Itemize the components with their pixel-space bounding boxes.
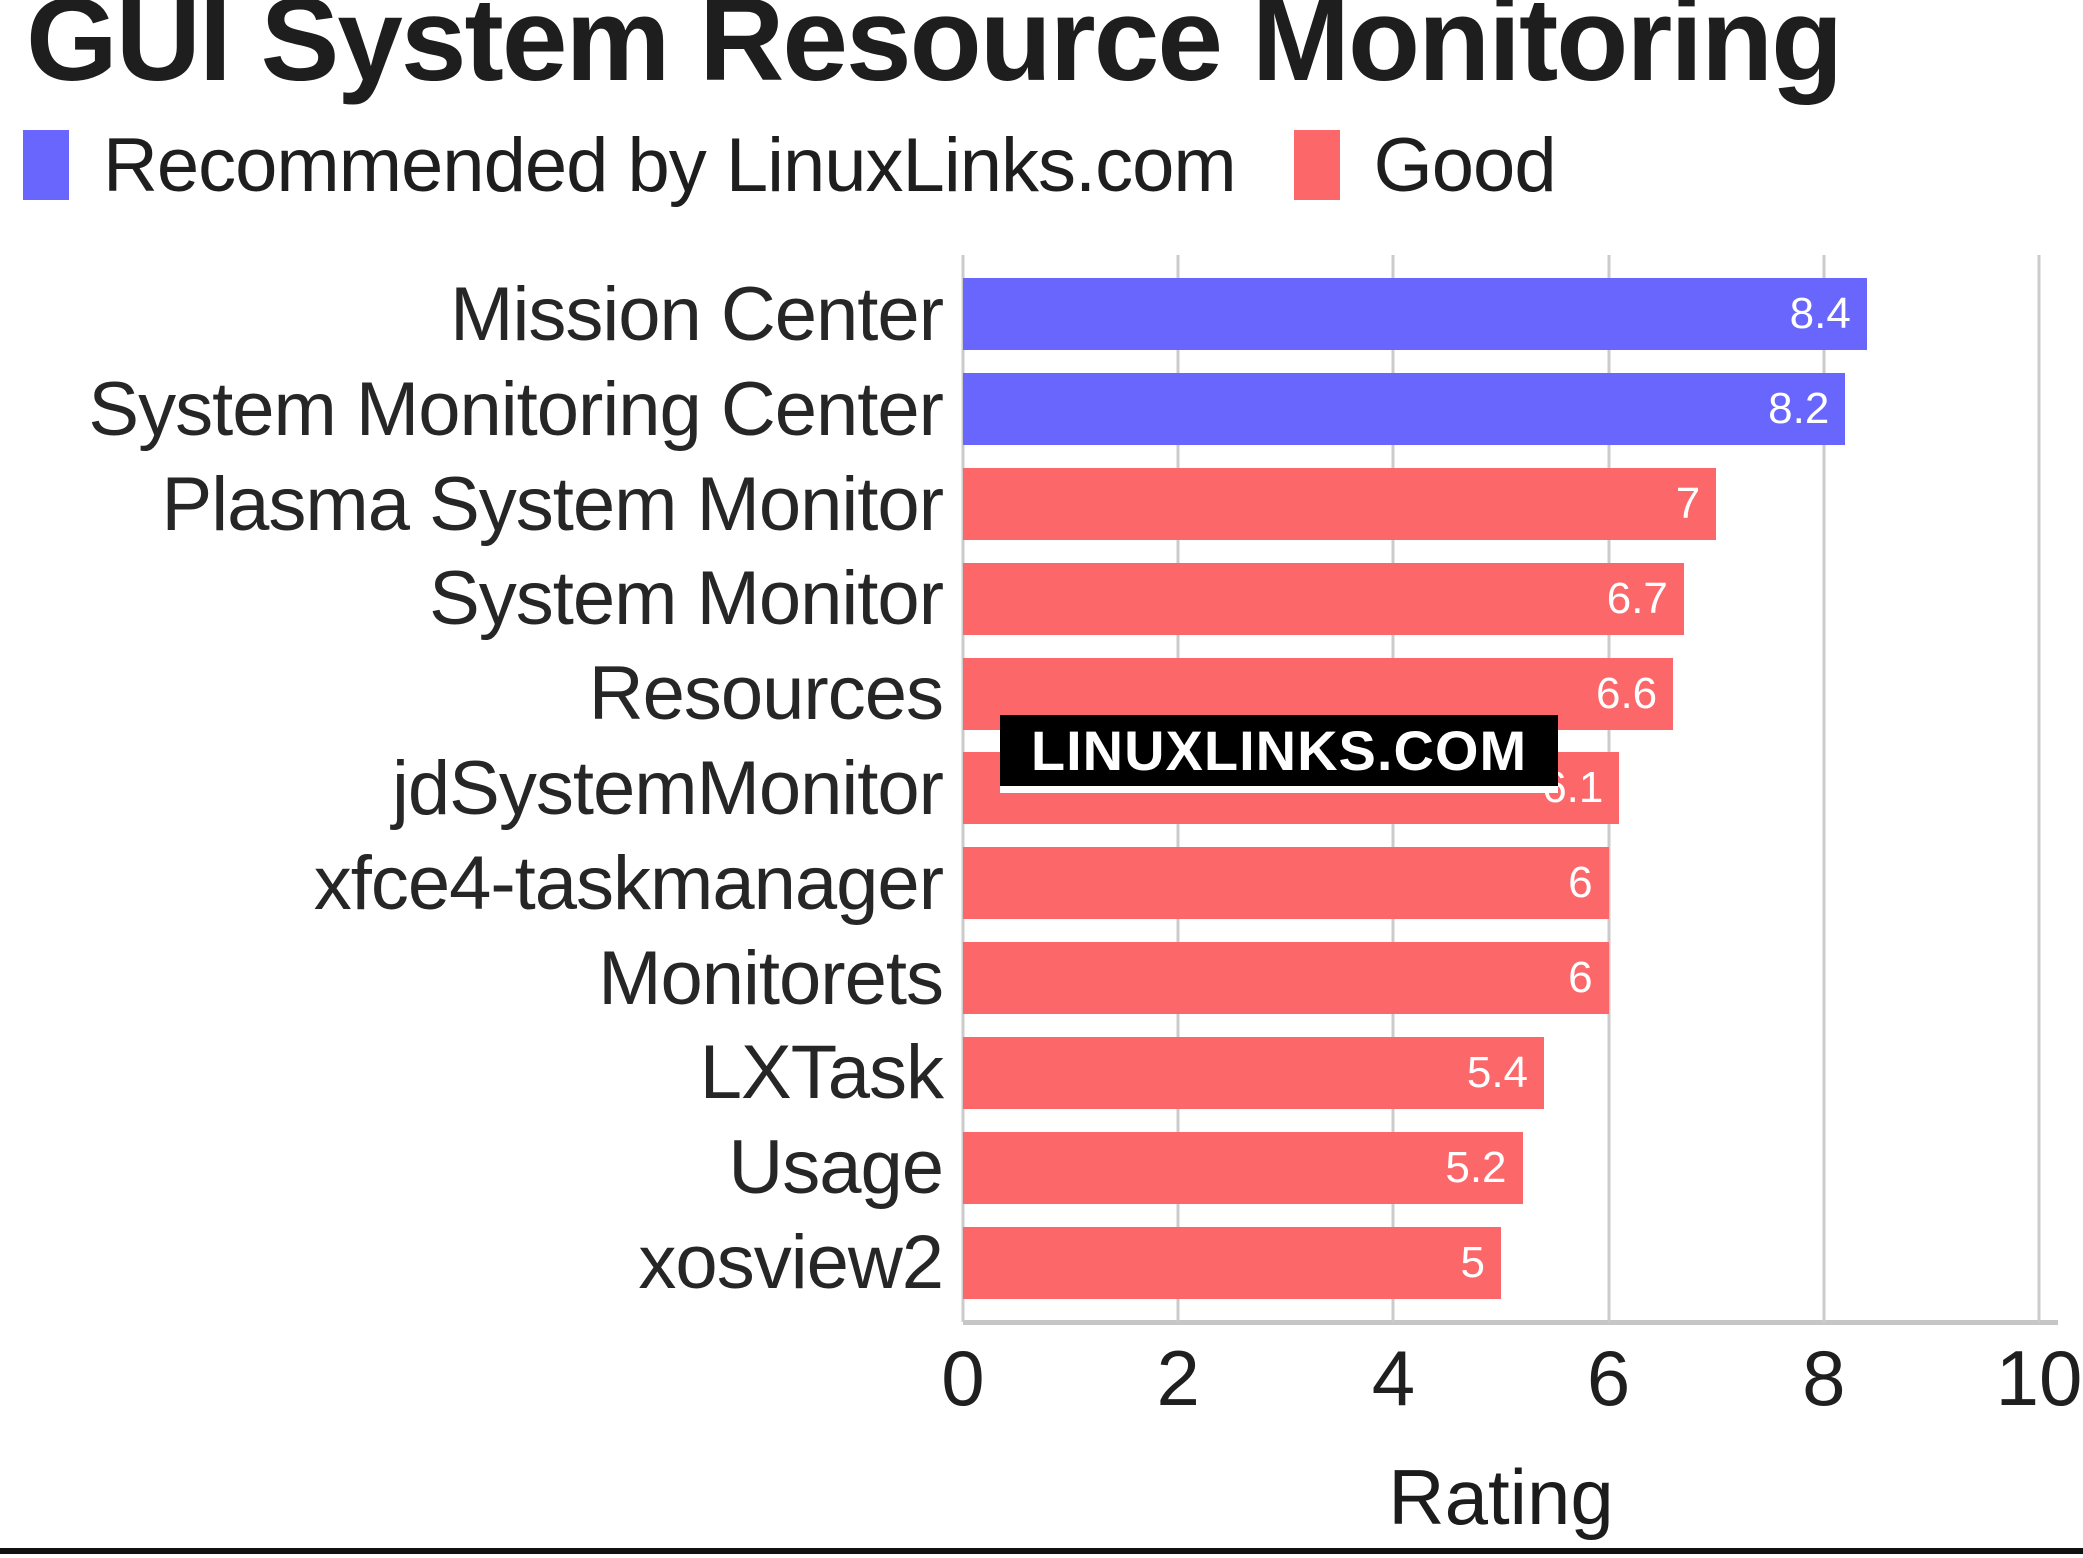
- category-label: jdSystemMonitor: [0, 745, 963, 832]
- x-axis-title-wrap: Rating: [963, 1452, 2039, 1543]
- bar-track: 5: [963, 1226, 2039, 1299]
- bottom-rule: [0, 1548, 2083, 1554]
- gridline: [1822, 255, 1826, 1322]
- bar: 6: [963, 847, 1609, 920]
- bar-track: 6.7: [963, 562, 2039, 635]
- category-label: Mission Center: [0, 271, 963, 358]
- category-label-text: Resources: [588, 651, 944, 737]
- category-label: Plasma System Monitor: [0, 461, 963, 548]
- bar-value-label: 5.4: [1466, 1047, 1529, 1097]
- x-tick-labels: 0 2 4 6 8 10: [941, 1333, 2082, 1425]
- bar: 7: [963, 468, 1717, 541]
- x-tick-label: 0: [941, 1334, 985, 1422]
- bar: 6.7: [963, 562, 1684, 635]
- category-label: LXTask: [0, 1029, 963, 1116]
- bar-row: LXTask 5.4: [0, 1026, 2039, 1121]
- gridline: [2037, 255, 2041, 1322]
- x-axis-title: Rating: [1388, 1453, 1614, 1541]
- category-label: xosview2: [0, 1219, 963, 1306]
- category-label-text: LXTask: [699, 1030, 944, 1116]
- bar-value-label: 6: [1568, 953, 1593, 1003]
- bar-row: xosview2 5: [0, 1215, 2039, 1310]
- legend: Recommended by LinuxLinks.com Good: [23, 123, 1614, 208]
- bar-value-label: 8.2: [1768, 384, 1830, 434]
- category-label-text: Mission Center: [450, 271, 944, 357]
- category-label: Usage: [0, 1124, 963, 1211]
- legend-label: Good: [1373, 122, 1557, 208]
- bar-value-label: 5.2: [1445, 1142, 1507, 1192]
- legend-swatch: [1293, 130, 1340, 200]
- bars: Mission Center 8.4 System Monitoring Cente…: [0, 255, 2039, 1322]
- bar-value-label: 5: [1460, 1237, 1485, 1287]
- bar-row: xfce4-taskmanager 6: [0, 836, 2039, 931]
- category-label: System Monitoring Center: [0, 366, 963, 453]
- x-tick-label: 6: [1586, 1334, 1631, 1422]
- legend-item: Recommended by LinuxLinks.com: [23, 122, 1237, 209]
- bar-value-label: 6.7: [1606, 573, 1668, 623]
- category-label: System Monitor: [0, 555, 963, 642]
- x-axis-line: [963, 1320, 2058, 1325]
- bar-value-label: 6: [1568, 858, 1593, 908]
- bar-track: 6: [963, 847, 2039, 920]
- category-label: Resources: [0, 650, 963, 737]
- bar: 8.2: [963, 373, 1846, 446]
- bar-row: Usage 5.2: [0, 1120, 2039, 1215]
- plot-area: Mission Center 8.4 System Monitoring Cente…: [0, 255, 2041, 1322]
- category-label: Monitorets: [0, 935, 963, 1022]
- legend-label: Recommended by LinuxLinks.com: [103, 122, 1237, 208]
- bar-row: Mission Center 8.4: [0, 267, 2039, 362]
- bar: 8.4: [963, 278, 1867, 351]
- bar-row: System Monitoring Center 8.2: [0, 362, 2039, 457]
- bar-value-label: 6.6: [1595, 668, 1658, 718]
- bar-track: 7: [963, 468, 2039, 541]
- category-label-text: Usage: [728, 1125, 944, 1211]
- bar-row: System Monitor 6.7: [0, 551, 2039, 646]
- category-label-text: Plasma System Monitor: [161, 461, 944, 547]
- x-tick-label: 2: [1156, 1334, 1200, 1422]
- bar-track: 5.4: [963, 1036, 2039, 1109]
- bar: 5.2: [963, 1131, 1523, 1204]
- category-label-text: jdSystemMonitor: [392, 745, 944, 831]
- category-label-text: System Monitoring Center: [88, 366, 944, 452]
- bar-track: 8.2: [963, 373, 2039, 446]
- x-tick-label: 10: [1995, 1334, 2083, 1422]
- watermark: LINUXLINKS.COM: [1000, 715, 1558, 793]
- bar-track: 6: [963, 942, 2039, 1015]
- bar-value-label: 7: [1675, 479, 1701, 529]
- category-label: xfce4-taskmanager: [0, 840, 963, 927]
- bar: 5.4: [963, 1036, 1545, 1109]
- legend-swatch: [23, 130, 69, 200]
- bar: 5: [963, 1226, 1501, 1299]
- x-tick-label: 8: [1802, 1334, 1846, 1422]
- chart-title: GUI System Resource Monitoring: [26, 0, 1843, 106]
- bar-row: Monitorets 6: [0, 931, 2039, 1026]
- bar-value-label: 8.4: [1789, 289, 1851, 339]
- category-label-text: xfce4-taskmanager: [313, 840, 944, 926]
- category-label-text: System Monitor: [429, 556, 944, 642]
- bar: 6: [963, 942, 1609, 1015]
- bar-track: 8.4: [963, 278, 2039, 351]
- x-tick-label: 4: [1371, 1334, 1416, 1422]
- category-label-text: Monitorets: [598, 935, 944, 1021]
- legend-item: Good: [1293, 122, 1557, 209]
- bar-row: Plasma System Monitor 7: [0, 457, 2039, 552]
- category-label-text: xosview2: [638, 1220, 944, 1306]
- bar-track: 5.2: [963, 1131, 2039, 1204]
